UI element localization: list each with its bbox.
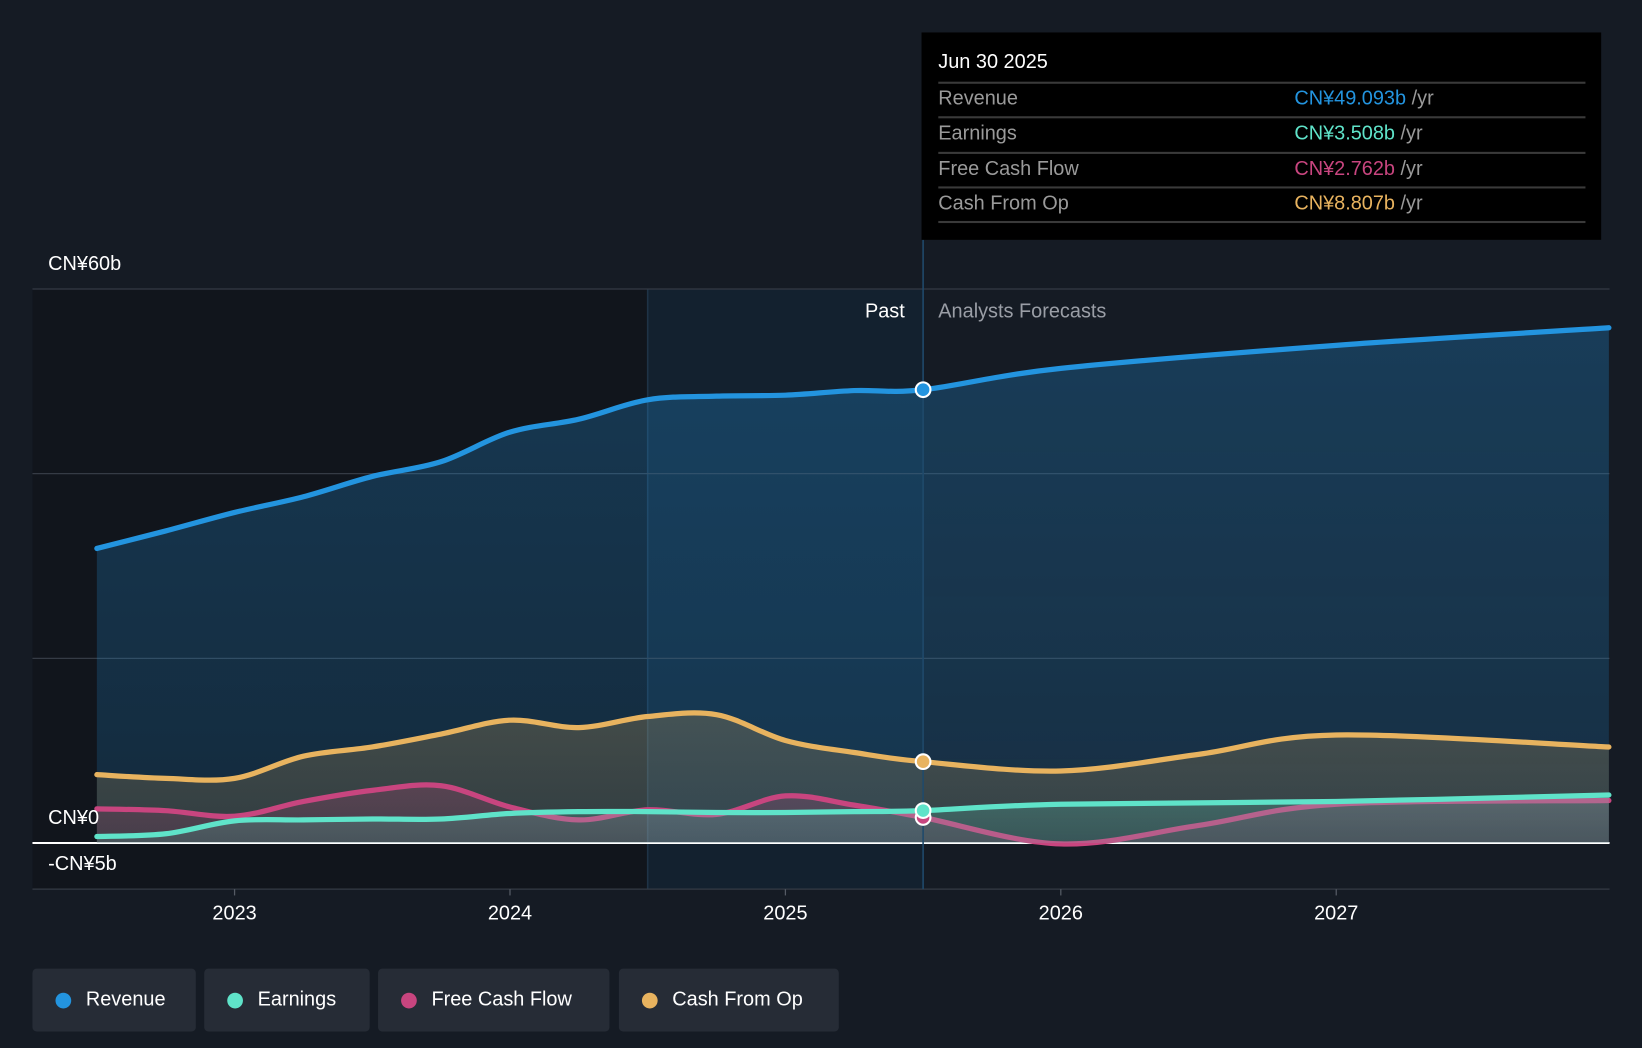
- tooltip-row-revenue: Revenue CN¥49.093b /yr: [938, 81, 1586, 119]
- legend-label: Cash From Op: [672, 988, 803, 1011]
- cash-from-op-dot-icon: [641, 992, 658, 1008]
- tooltip-value: CN¥3.508b: [1294, 122, 1396, 145]
- cash-from-op-line: [94, 710, 1612, 783]
- x-tick-label: 2026: [1038, 902, 1083, 925]
- tooltip-row-cash-from-op: Cash From Op CN¥8.807b /yr: [938, 186, 1586, 223]
- legend-label: Revenue: [85, 988, 166, 1011]
- x-tick-label: 2024: [487, 902, 533, 925]
- tooltip-value: CN¥49.093b: [1294, 87, 1407, 110]
- y-tick-label-top: CN¥60b: [48, 253, 122, 276]
- revenue-dot-icon: [55, 992, 72, 1008]
- earnings-marker: [914, 802, 932, 819]
- legend-earnings-button[interactable]: Earnings: [204, 968, 370, 1032]
- tooltip-label: Free Cash Flow: [938, 158, 1079, 181]
- tooltip-row-free-cash-flow: Free Cash Flow CN¥2.762b /yr: [938, 151, 1586, 189]
- tooltip-value: CN¥2.762b: [1294, 158, 1396, 181]
- tooltip-date: Jun 30 2025: [938, 51, 1048, 74]
- tooltip: Jun 30 2025 Revenue CN¥49.093b /yr Earni…: [921, 32, 1602, 240]
- tooltip-label: Revenue: [938, 87, 1018, 110]
- tooltip-divider: [938, 220, 1586, 224]
- free-cash-flow-dot-icon: [401, 992, 417, 1008]
- legend-label: Earnings: [257, 988, 337, 1011]
- x-tick-label: 2025: [763, 902, 808, 925]
- past-label: Past: [864, 300, 905, 323]
- cash-from-op-marker: [914, 753, 932, 771]
- revenue-line: [94, 325, 1612, 552]
- y-tick-label-zero: CN¥0: [48, 807, 100, 830]
- revenue-area: [96, 327, 1609, 843]
- earnings-area: [96, 794, 1609, 843]
- revenue-marker: [914, 381, 932, 399]
- tooltip-label: Cash From Op: [938, 192, 1069, 215]
- x-tick-label: 2023: [212, 902, 257, 925]
- tooltip-unit: /yr: [1400, 122, 1423, 145]
- legend-free-cash-flow-button[interactable]: Free Cash Flow: [378, 968, 610, 1032]
- tooltip-value: CN¥8.807b: [1294, 192, 1396, 215]
- tooltip-unit: /yr: [1400, 192, 1423, 215]
- tooltip-unit: /yr: [1400, 158, 1423, 181]
- earnings-line: [94, 792, 1612, 840]
- legend-cash-from-op-button[interactable]: Cash From Op: [618, 968, 839, 1032]
- y-tick-label-bottom: -CN¥5b: [48, 853, 117, 876]
- tooltip-row-earnings: Earnings CN¥3.508b /yr: [938, 116, 1586, 153]
- forecast-label: Analysts Forecasts: [938, 300, 1107, 323]
- tooltip-unit: /yr: [1411, 87, 1434, 110]
- legend-revenue-button[interactable]: Revenue: [32, 968, 196, 1032]
- legend-label: Free Cash Flow: [431, 988, 572, 1011]
- tooltip-label: Earnings: [938, 122, 1017, 145]
- x-tick-label: 2027: [1314, 902, 1359, 925]
- earnings-dot-icon: [227, 992, 243, 1008]
